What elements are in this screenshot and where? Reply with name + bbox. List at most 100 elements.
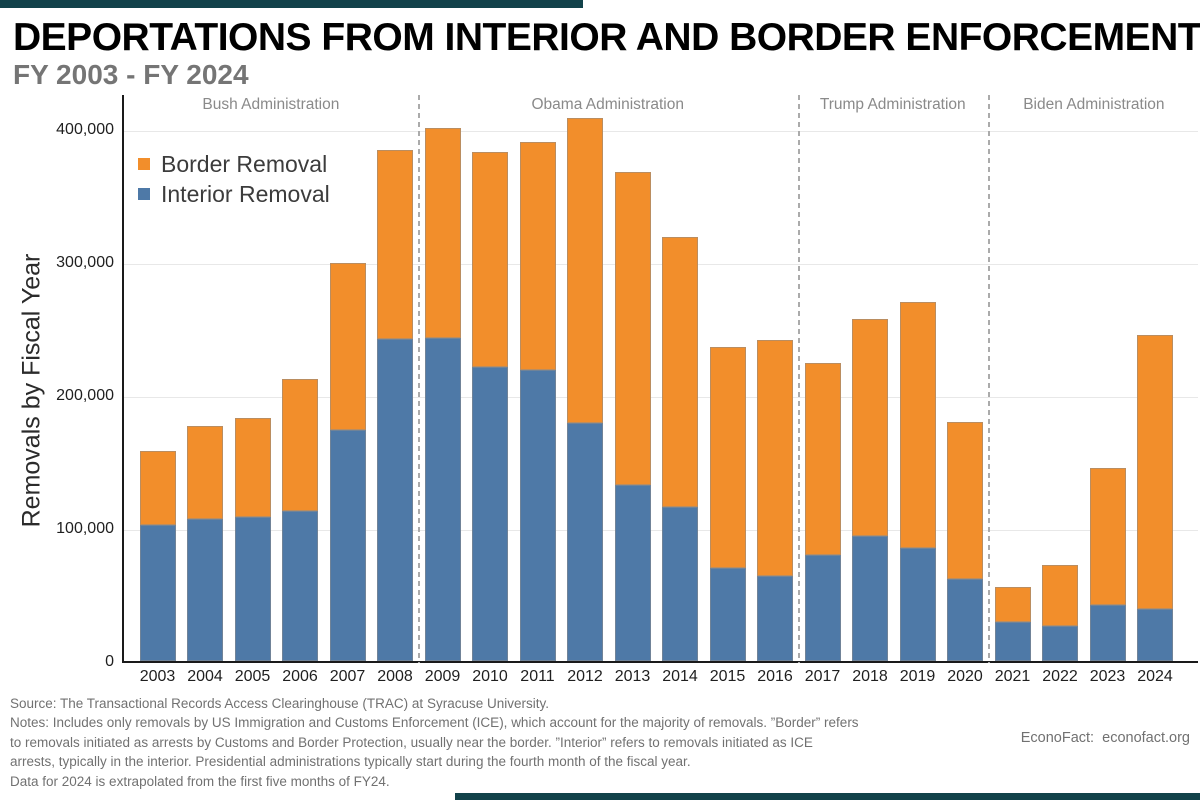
x-tick-label: 2007 bbox=[329, 668, 366, 685]
bar-segment-interior bbox=[994, 622, 1031, 661]
x-tick-label: 2022 bbox=[1042, 668, 1078, 685]
bar-group-2021 bbox=[994, 586, 1031, 661]
bar-segment-interior bbox=[519, 369, 556, 661]
x-tick-label: 2018 bbox=[852, 668, 888, 685]
bar-segment-border bbox=[519, 142, 556, 370]
bar-group-2010 bbox=[472, 151, 508, 661]
legend-label: Interior Removal bbox=[161, 180, 330, 207]
bar-segment-border bbox=[614, 171, 651, 486]
x-tick-label: 2012 bbox=[567, 668, 603, 685]
bar-segment-interior bbox=[187, 518, 223, 661]
x-tick-label: 2009 bbox=[424, 668, 461, 685]
page-title: DEPORTATIONS FROM INTERIOR AND BORDER EN… bbox=[13, 16, 1200, 59]
bar-segment-border bbox=[757, 340, 793, 576]
bar-group-2005 bbox=[234, 417, 271, 661]
gridline bbox=[124, 530, 1198, 531]
bar-group-2023 bbox=[1089, 468, 1126, 661]
note-line-4: arrests, typically in the interior. Pres… bbox=[10, 754, 691, 770]
bar-segment-border bbox=[187, 425, 223, 519]
bar-group-2015 bbox=[709, 347, 746, 661]
admin-separator bbox=[987, 95, 990, 663]
x-tick-label: 2016 bbox=[757, 668, 793, 685]
y-tick-label: 400,000 bbox=[56, 121, 114, 138]
legend-swatch-border-removal bbox=[138, 158, 150, 170]
bar-segment-border bbox=[994, 586, 1031, 623]
legend-label: Border Removal bbox=[161, 150, 328, 177]
bottom-edge-strip bbox=[455, 793, 1200, 800]
bar-group-2022 bbox=[1042, 565, 1078, 661]
x-tick-label: 2005 bbox=[234, 668, 271, 685]
admin-label-biden: Biden Administration bbox=[1023, 96, 1165, 113]
bar-group-2020 bbox=[947, 421, 983, 661]
bar-segment-interior bbox=[709, 567, 746, 661]
x-tick-label: 2020 bbox=[947, 668, 983, 685]
bar-group-2024 bbox=[1137, 335, 1173, 661]
bar-group-2004 bbox=[187, 425, 223, 661]
legend-item-border-removal: Border Removal bbox=[138, 149, 330, 179]
x-tick-label: 2010 bbox=[472, 668, 508, 685]
gridline bbox=[124, 397, 1198, 398]
x-tick-label: 2024 bbox=[1137, 668, 1173, 685]
bar-segment-border bbox=[1042, 565, 1078, 627]
legend: Border Removal Interior Removal bbox=[138, 149, 330, 209]
bar-group-2003 bbox=[139, 450, 176, 661]
legend-swatch-interior-removal bbox=[138, 188, 150, 200]
bar-group-2016 bbox=[757, 340, 793, 661]
bar-group-2006 bbox=[282, 379, 318, 661]
bar-segment-interior bbox=[282, 510, 318, 661]
note-line-3: to removals initiated as arrests by Cust… bbox=[10, 734, 813, 750]
page-subtitle: FY 2003 - FY 2024 bbox=[13, 59, 249, 90]
bar-segment-interior bbox=[424, 337, 461, 661]
top-edge-strip bbox=[0, 0, 583, 8]
bar-segment-interior bbox=[234, 517, 271, 661]
bar-segment-border bbox=[234, 417, 271, 518]
y-tick-label: 300,000 bbox=[56, 254, 114, 271]
bar-segment-border bbox=[1089, 468, 1126, 606]
bar-segment-border bbox=[662, 236, 698, 507]
bar-segment-interior bbox=[947, 578, 983, 661]
note-line-1: Source: The Transactional Records Access… bbox=[10, 696, 549, 711]
bar-group-2012 bbox=[567, 118, 603, 661]
x-tick-label: 2014 bbox=[662, 668, 698, 685]
bar-group-2008 bbox=[377, 150, 413, 661]
bar-segment-border bbox=[1137, 335, 1173, 610]
bar-segment-interior bbox=[139, 525, 176, 661]
bar-segment-border bbox=[709, 347, 746, 568]
bar-segment-border bbox=[852, 319, 888, 536]
bar-segment-border bbox=[329, 263, 366, 430]
x-tick-label: 2015 bbox=[709, 668, 746, 685]
bar-segment-border bbox=[567, 118, 603, 423]
bar-segment-border bbox=[424, 127, 461, 338]
admin-separator bbox=[797, 95, 800, 663]
plot-area: Bush Administration Obama Administration T… bbox=[122, 95, 1198, 663]
bar-segment-interior bbox=[852, 535, 888, 661]
bar-segment-interior bbox=[757, 575, 793, 661]
bar-group-2009 bbox=[424, 127, 461, 661]
bar-segment-interior bbox=[614, 485, 651, 661]
bar-group-2014 bbox=[662, 236, 698, 661]
bar-segment-border bbox=[282, 379, 318, 511]
bar-segment-interior bbox=[567, 422, 603, 661]
bar-segment-border bbox=[947, 421, 983, 579]
bar-group-2007 bbox=[329, 263, 366, 661]
x-tick-label: 2004 bbox=[187, 668, 223, 685]
bar-segment-interior bbox=[1089, 605, 1126, 661]
bar-segment-border bbox=[804, 363, 841, 555]
bar-segment-border bbox=[472, 151, 508, 368]
bar-segment-interior bbox=[377, 339, 413, 661]
bar-segment-interior bbox=[1042, 626, 1078, 661]
gridline bbox=[124, 264, 1198, 265]
gridline bbox=[124, 131, 1198, 132]
bar-segment-border bbox=[139, 450, 176, 526]
bar-segment-border bbox=[377, 150, 413, 340]
notes-block: Source: The Transactional Records Access… bbox=[10, 694, 859, 791]
y-tick-label: 100,000 bbox=[56, 520, 114, 537]
admin-label-trump: Trump Administration bbox=[819, 96, 966, 113]
legend-item-interior-removal: Interior Removal bbox=[138, 179, 330, 209]
bar-segment-interior bbox=[899, 547, 936, 661]
econofact-branding: EconoFact: econofact.org bbox=[1020, 730, 1190, 746]
y-tick-label: 200,000 bbox=[56, 387, 114, 404]
x-tick-label: 2023 bbox=[1089, 668, 1126, 685]
x-tick-label: 2013 bbox=[614, 668, 651, 685]
